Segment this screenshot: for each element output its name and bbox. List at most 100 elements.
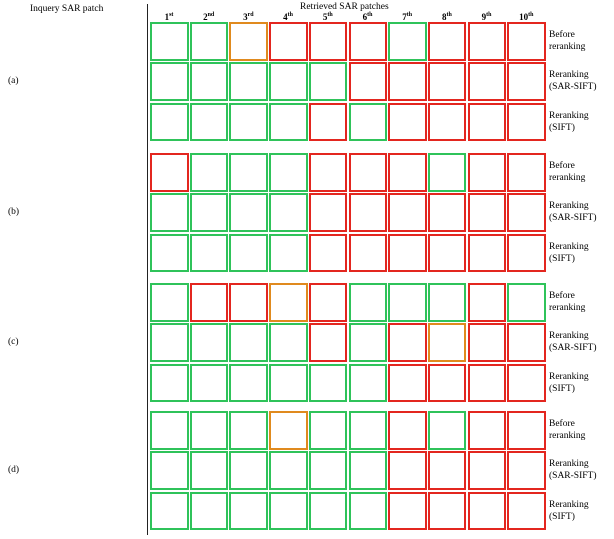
rank-number: 7: [402, 12, 407, 22]
row-label-line: (SAR-SIFT): [549, 82, 597, 93]
retrieved-patch: [388, 411, 427, 450]
retrieved-patch: [189, 62, 229, 101]
retrieved-patch: [269, 451, 308, 490]
retrieved-patch: [388, 451, 427, 490]
retrieved-patch: [189, 102, 229, 142]
row-label-line: (SIFT): [549, 253, 575, 264]
retrieved-patch: [269, 323, 308, 362]
row-label: Before reranking: [549, 418, 585, 442]
row-label-line: Before: [549, 161, 575, 171]
row-label-line: reranking: [549, 303, 586, 313]
retrieved-patch: [388, 491, 427, 531]
row-label-line: Reranking: [549, 70, 589, 81]
row-label: Before reranking: [549, 29, 585, 53]
row-label-line: Reranking: [549, 331, 589, 342]
retrieved-patch: [308, 22, 348, 61]
rank-header: 4th: [269, 12, 307, 22]
retrieved-patch: [189, 491, 229, 531]
rank-suffix: th: [406, 12, 413, 18]
row-label-line: Reranking: [549, 459, 589, 470]
rank-suffix: th: [486, 12, 492, 18]
rank-header: 8th: [428, 12, 466, 22]
row-label-line: (SAR-SIFT): [549, 213, 597, 224]
retrieved-patch: [388, 153, 427, 192]
rank-number: 1: [164, 12, 170, 22]
retrieved-patch: [269, 233, 308, 273]
row-label-line: Reranking: [549, 241, 589, 252]
retrieved-patch: [150, 153, 189, 192]
query-patch: [25, 283, 143, 403]
retrieved-patch: [189, 193, 229, 232]
row-label: Reranking (SIFT): [549, 241, 589, 265]
retrieved-patch: [348, 451, 387, 490]
query-patch: [25, 411, 143, 531]
row-label-line: (SIFT): [549, 122, 575, 133]
retrieved-patch: [269, 62, 308, 101]
retrieved-patch: [229, 323, 268, 362]
retrieved-patch: [507, 491, 546, 531]
query-title: Inquery SAR patch: [30, 4, 104, 14]
retrieved-patch: [308, 451, 348, 490]
retrieved-patch: [427, 451, 467, 490]
query-patch: [25, 22, 143, 142]
retrieved-patch: [507, 411, 546, 450]
retrieved-patch: [229, 363, 268, 403]
retrieved-patch: [189, 411, 229, 450]
retrieved-patch: [308, 283, 348, 322]
rank-suffix: th: [327, 12, 333, 18]
retrieved-patch: [507, 193, 546, 232]
retrieved-patch: [189, 323, 229, 362]
retrieved-patch: [269, 283, 308, 322]
retrieved-patch: [427, 22, 467, 61]
retrieved-patch: [388, 22, 427, 61]
retrieved-patch: [308, 323, 348, 362]
retrieved-patch: [507, 323, 546, 362]
group-label: (d): [8, 464, 20, 475]
retrieved-patch: [348, 193, 387, 232]
rank-number: 2: [203, 12, 208, 22]
rank-suffix: st: [169, 12, 174, 18]
retrieved-patch: [467, 323, 507, 362]
row-label-line: Reranking: [549, 201, 589, 212]
retrieved-patch: [507, 283, 546, 322]
retrieved-patch: [507, 22, 546, 61]
group-label: (c): [8, 336, 19, 347]
rank-number: 5: [322, 12, 328, 22]
retrieved-patch: [269, 153, 308, 192]
retrieved-patch: [507, 153, 546, 192]
group-label: (b): [8, 206, 20, 217]
rank-number: 4: [283, 12, 288, 22]
retrieved-patch: [467, 193, 507, 232]
rank-suffix: th: [287, 12, 294, 18]
retrieved-patch: [507, 451, 546, 490]
retrieved-patch: [427, 363, 467, 403]
retrieved-patch: [189, 451, 229, 490]
retrieved-patch: [269, 411, 308, 450]
retrieved-patch: [229, 233, 268, 273]
row-label-line: reranking: [549, 173, 586, 183]
separator: [147, 4, 148, 535]
retrieved-patch: [388, 323, 427, 362]
retrieved-patch: [427, 491, 467, 531]
retrieved-patch: [150, 193, 189, 232]
retrieved-patch: [467, 491, 507, 531]
retrieved-patch: [229, 411, 268, 450]
row-label-line: (SIFT): [549, 511, 575, 522]
retrieved-patch: [348, 283, 387, 322]
retrieved-patch: [467, 153, 507, 192]
retrieved-title: Retrieved SAR patches: [300, 2, 389, 12]
row-label-line: (SAR-SIFT): [549, 471, 597, 482]
retrieved-patch: [427, 62, 467, 101]
row-label-line: Reranking: [549, 499, 589, 510]
retrieved-patch: [467, 62, 507, 101]
retrieved-patch: [507, 62, 546, 101]
row-label-line: Before: [549, 291, 575, 301]
retrieved-patch: [467, 233, 507, 273]
rank-header: 6th: [349, 12, 387, 22]
retrieved-patch: [150, 283, 189, 322]
retrieved-patch: [308, 411, 348, 450]
row-label: Reranking (SAR-SIFT): [549, 200, 597, 224]
retrieved-patch: [150, 411, 189, 450]
retrieved-patch: [308, 491, 348, 531]
